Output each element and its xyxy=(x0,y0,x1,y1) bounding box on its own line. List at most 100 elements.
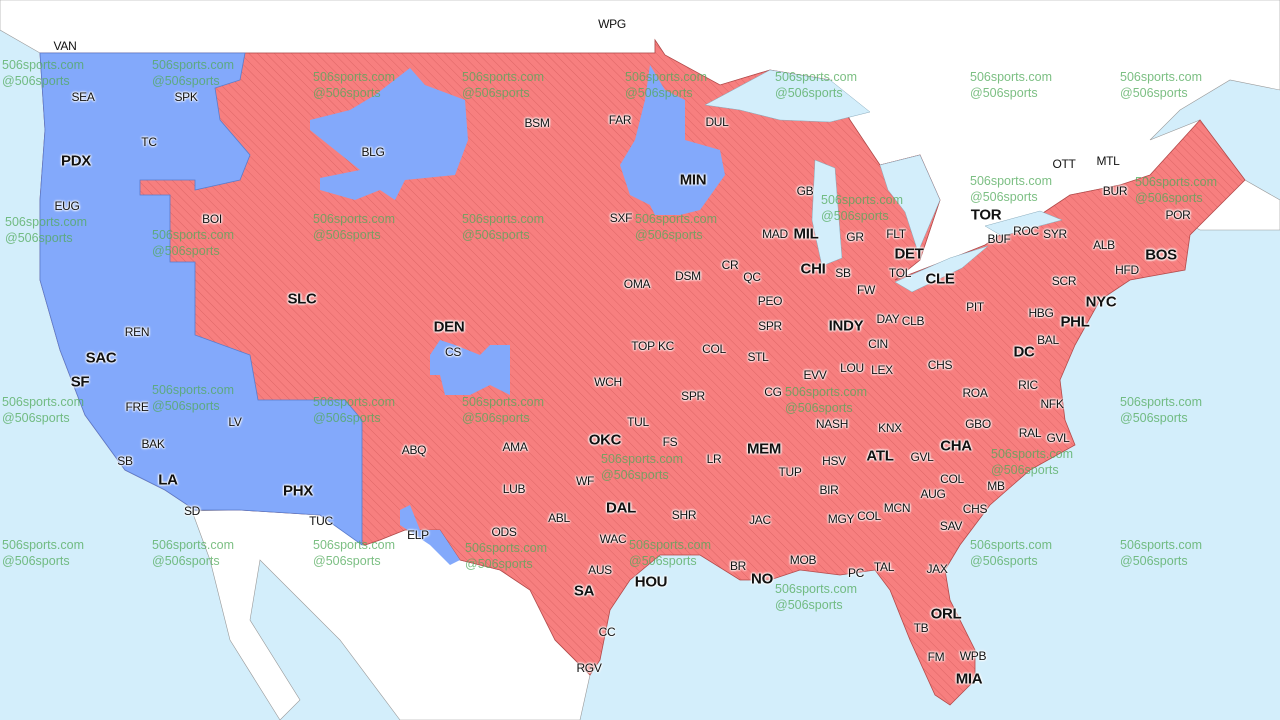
city-label: LUB xyxy=(502,482,526,496)
city-label: RIC xyxy=(1018,378,1038,392)
city-label: BUF xyxy=(987,232,1011,246)
city-label: SXF xyxy=(609,211,633,225)
city-label: SPR xyxy=(758,319,782,333)
city-label: CHS xyxy=(927,358,953,372)
city-label: ROC xyxy=(1013,224,1039,238)
city-label: GVL xyxy=(910,450,934,464)
city-label: LEX xyxy=(871,363,893,377)
city-label: CR xyxy=(721,258,739,272)
blue-team-region-west xyxy=(39,52,363,546)
city-label: SYR xyxy=(1043,227,1067,241)
city-label: SB xyxy=(835,266,851,280)
city-label: MEM xyxy=(746,440,782,458)
city-label: FM xyxy=(927,650,945,664)
city-label: TUC xyxy=(309,514,333,528)
city-label: NO xyxy=(751,570,773,588)
city-label: MIN xyxy=(679,171,707,189)
city-label: BOI xyxy=(202,212,222,226)
city-label: CHS xyxy=(962,502,988,516)
city-label: SLC xyxy=(287,290,317,308)
city-label: DAY xyxy=(876,312,900,326)
city-label: SEA xyxy=(71,90,95,104)
city-label: BR xyxy=(729,559,747,573)
city-label: LR xyxy=(706,452,722,466)
city-label: CS xyxy=(444,345,462,359)
city-label: GVL xyxy=(1046,431,1070,445)
city-label: DSM xyxy=(675,269,701,283)
city-label: FLT xyxy=(886,227,906,241)
city-label: WPG xyxy=(598,17,626,31)
city-label: EVV xyxy=(803,368,827,382)
city-label: MTL xyxy=(1096,154,1120,168)
city-label: FS xyxy=(662,435,678,449)
city-label: DET xyxy=(894,245,924,263)
city-label: RAL xyxy=(1018,426,1042,440)
city-label: CG xyxy=(764,385,782,399)
city-label: WPB xyxy=(959,649,987,663)
city-label: NFK xyxy=(1040,397,1064,411)
city-label: DAL xyxy=(606,499,636,517)
city-label: OKC xyxy=(588,431,622,449)
city-label: HFD xyxy=(1115,263,1139,277)
city-label: MAD xyxy=(762,227,788,241)
city-label: TB xyxy=(913,621,929,635)
city-label: WAC xyxy=(599,532,627,546)
city-label: OTT xyxy=(1052,157,1076,171)
city-label: ROA xyxy=(962,386,988,400)
city-label: QC xyxy=(743,270,761,284)
city-label: VAN xyxy=(53,39,77,53)
city-label: ALB xyxy=(1093,238,1115,252)
city-label: REN xyxy=(124,325,150,339)
city-label: SPR xyxy=(681,389,705,403)
city-label: ABQ xyxy=(401,443,427,457)
city-label: SAV xyxy=(939,519,963,533)
city-label: DUL xyxy=(705,115,729,129)
city-label: MOB xyxy=(789,553,817,567)
city-label: WCH xyxy=(594,375,622,389)
city-label: POR xyxy=(1165,208,1191,222)
blue-team-region-el-paso xyxy=(400,505,460,565)
city-label: GBO xyxy=(965,417,991,431)
city-label: GR xyxy=(846,230,864,244)
city-label: DEN xyxy=(433,318,465,336)
city-label: KNX xyxy=(878,421,902,435)
city-label: PC xyxy=(847,566,865,580)
city-label: TOL xyxy=(888,266,912,280)
city-label: GB xyxy=(796,184,814,198)
city-label: MCN xyxy=(883,501,911,515)
city-label: CHA xyxy=(940,437,972,455)
blue-team-region-minnesota xyxy=(620,65,725,215)
city-label: SAC xyxy=(85,349,117,367)
city-label: COL xyxy=(857,509,881,523)
city-label: FRE xyxy=(125,400,149,414)
city-label: BIR xyxy=(819,483,839,497)
city-label: HBG xyxy=(1028,306,1054,320)
city-label: LOU xyxy=(840,361,864,375)
city-label: SA xyxy=(573,582,595,600)
city-label: SF xyxy=(70,373,90,391)
city-label: MB xyxy=(987,479,1005,493)
city-label: TUP xyxy=(778,465,802,479)
city-label: FW xyxy=(856,283,876,297)
city-label: FAR xyxy=(608,113,632,127)
great-lakes xyxy=(704,69,1063,293)
city-label: COL xyxy=(940,472,964,486)
city-label: EUG xyxy=(54,199,80,213)
city-label: BOS xyxy=(1145,246,1177,264)
city-label: CHI xyxy=(800,260,826,278)
red-team-region xyxy=(39,38,1246,706)
city-label: COL xyxy=(702,342,726,356)
city-label: JAX xyxy=(926,562,948,576)
city-label: ATL xyxy=(866,447,894,465)
city-label: ORL xyxy=(930,605,962,623)
city-label: SB xyxy=(117,454,133,468)
city-label: HOU xyxy=(634,573,668,591)
city-label: TAL xyxy=(873,560,895,574)
city-label: ELP xyxy=(407,528,429,542)
city-label: LV xyxy=(228,415,242,429)
city-label: OMA xyxy=(623,277,651,291)
city-label: MIA xyxy=(955,670,983,688)
city-label: WF xyxy=(575,474,595,488)
city-label: SCR xyxy=(1051,274,1077,288)
